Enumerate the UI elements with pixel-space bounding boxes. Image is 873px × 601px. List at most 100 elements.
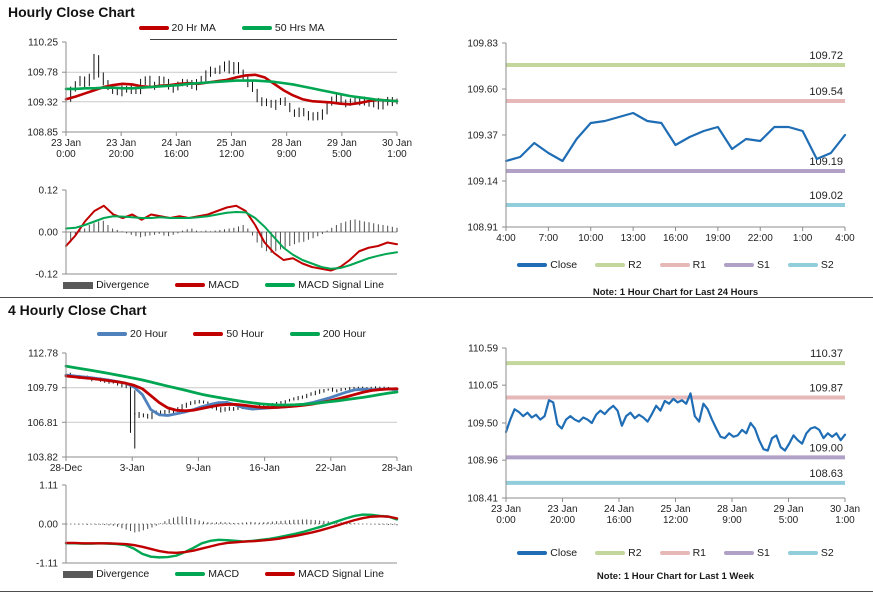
four-hourly-chart-note: Note: 1 Hour Chart for Last 1 Week — [596, 571, 755, 582]
legend-item-close: Close — [517, 259, 577, 271]
svg-text:0:00: 0:00 — [496, 515, 516, 526]
svg-text:25 Jan: 25 Jan — [660, 504, 690, 515]
svg-text:109.78: 109.78 — [27, 68, 58, 79]
svg-text:24 Jan: 24 Jan — [604, 504, 634, 515]
svg-text:-0.12: -0.12 — [35, 270, 58, 281]
svg-text:109.32: 109.32 — [27, 97, 58, 108]
svg-text:23 Jan: 23 Jan — [106, 138, 136, 149]
legend-item-r2: R2 — [595, 547, 642, 559]
svg-text:22-Jan: 22-Jan — [316, 463, 347, 474]
svg-text:-1.11: -1.11 — [36, 559, 58, 570]
svg-text:1:00: 1:00 — [835, 515, 855, 526]
svg-text:23 Jan: 23 Jan — [51, 138, 81, 149]
svg-text:109.00: 109.00 — [809, 442, 843, 454]
svg-text:112.78: 112.78 — [28, 349, 58, 360]
svg-text:16:00: 16:00 — [606, 515, 631, 526]
svg-text:9-Jan: 9-Jan — [186, 463, 211, 474]
svg-text:12:00: 12:00 — [663, 515, 688, 526]
svg-text:108.85: 108.85 — [27, 128, 58, 139]
legend-label: S1 — [757, 259, 770, 271]
legend-label: 50 Hrs MA — [274, 22, 325, 34]
svg-text:3-Jan: 3-Jan — [120, 463, 145, 474]
svg-text:110.37: 110.37 — [810, 348, 843, 360]
legend-item-r1: R1 — [659, 259, 706, 271]
legend-label: 200 Hour — [322, 328, 366, 340]
legend-item-s2: S2 — [787, 547, 834, 559]
macd-signal-line-swatch — [265, 283, 296, 287]
s1-line-swatch — [724, 551, 755, 555]
svg-text:1:00: 1:00 — [793, 233, 813, 244]
svg-text:19:00: 19:00 — [705, 233, 730, 244]
legend-item-macd: MACD — [175, 568, 239, 580]
fourh-levels-legend: Close R2 R1 S1 S2 — [506, 547, 845, 559]
200hour-line-swatch — [289, 332, 320, 336]
svg-text:22:00: 22:00 — [748, 233, 773, 244]
legend-underline — [150, 39, 397, 40]
svg-text:108.41: 108.41 — [467, 494, 498, 505]
hourly-section-title: Hourly Close Chart — [8, 4, 135, 20]
hourly-macd-chart: 0.12 0.00 -0.12 — [35, 186, 398, 281]
r1-line-swatch — [659, 263, 690, 267]
legend-label: MACD — [208, 568, 240, 580]
macd-signal-line-swatch — [265, 572, 296, 576]
s1-line-swatch — [724, 263, 755, 267]
hourly-chart-note: Note: 1 Hour Chart for Last 24 Hours — [592, 287, 759, 298]
hourly-close-levels-chart: 109.72 109.54 109.19 109.02 109.83 109.60 109.… — [467, 39, 855, 245]
svg-text:1.11: 1.11 — [39, 481, 58, 492]
hourly-ma-legend: 20 Hr MA 50 Hrs MA — [66, 22, 397, 34]
svg-text:108.63: 108.63 — [809, 468, 843, 480]
svg-text:23 Jan: 23 Jan — [491, 504, 521, 515]
legend-item-20hr-ma: 20 Hr MA — [138, 22, 216, 34]
svg-text:109.72: 109.72 — [809, 50, 843, 62]
legend-label: 50 Hour — [226, 328, 264, 340]
svg-text:20:00: 20:00 — [109, 149, 134, 160]
svg-text:7:00: 7:00 — [539, 233, 559, 244]
hourly-price-chart: 110.25 109.78 109.32 108.85 23 Jan 0:00 23 Jan… — [27, 38, 412, 161]
legend-item-r1: R1 — [659, 547, 706, 559]
legend-item-50hour: 50 Hour — [193, 328, 264, 340]
svg-text:109.19: 109.19 — [809, 156, 843, 168]
svg-text:24 Jan: 24 Jan — [161, 138, 191, 149]
legend-item-200hour: 200 Hour — [289, 328, 366, 340]
r1-line-swatch — [659, 551, 690, 555]
four-hourly-price-chart: 112.78 109.79 106.81 103.82 28-Dec 3-Jan 9-Jan… — [27, 349, 412, 475]
svg-text:0.00: 0.00 — [39, 520, 59, 531]
legend-item-macd-signal: MACD Signal Line — [265, 279, 384, 291]
svg-text:109.79: 109.79 — [27, 383, 58, 394]
svg-text:103.82: 103.82 — [27, 453, 58, 464]
r2-line-swatch — [595, 263, 626, 267]
svg-text:28-Dec: 28-Dec — [50, 463, 82, 474]
svg-text:4:00: 4:00 — [496, 233, 516, 244]
macd-line-swatch — [175, 572, 206, 576]
legend-item-divergence: Divergence — [63, 568, 149, 580]
legend-item-divergence: Divergence — [63, 279, 149, 291]
fourh-ma-legend: 20 Hour 50 Hour 200 Hour — [66, 328, 397, 340]
legend-label: R2 — [628, 259, 642, 271]
svg-text:109.60: 109.60 — [467, 85, 498, 96]
svg-text:0.12: 0.12 — [39, 186, 59, 197]
50hrs-ma-line-swatch — [241, 26, 272, 30]
legend-label: Close — [550, 547, 578, 559]
svg-text:109.87: 109.87 — [809, 383, 843, 395]
svg-text:23 Jan: 23 Jan — [547, 504, 577, 515]
svg-text:5:00: 5:00 — [332, 149, 352, 160]
divergence-bar-swatch — [63, 281, 94, 289]
four-hourly-macd-chart: 1.11 0.00 -1.11 — [36, 481, 399, 570]
svg-text:110.59: 110.59 — [468, 344, 498, 355]
legend-label: MACD Signal Line — [298, 279, 384, 291]
four-hourly-section-title: 4 Hourly Close Chart — [8, 302, 147, 318]
svg-text:28 Jan: 28 Jan — [272, 138, 302, 149]
20hr-ma-line-swatch — [138, 26, 169, 30]
legend-item-20hour: 20 Hour — [97, 328, 167, 340]
hourly-levels-legend: Close R2 R1 S1 S2 — [506, 259, 845, 271]
legend-label: Close — [550, 259, 578, 271]
svg-text:12:00: 12:00 — [219, 149, 244, 160]
legend-label: S1 — [757, 547, 770, 559]
legend-item-s2: S2 — [787, 259, 834, 271]
svg-text:106.81: 106.81 — [27, 418, 58, 429]
svg-text:28-Jan: 28-Jan — [382, 463, 413, 474]
legend-label: R2 — [628, 547, 642, 559]
hourly-macd-legend: Divergence MACD MACD Signal Line — [50, 279, 397, 291]
svg-text:0.00: 0.00 — [39, 228, 59, 239]
